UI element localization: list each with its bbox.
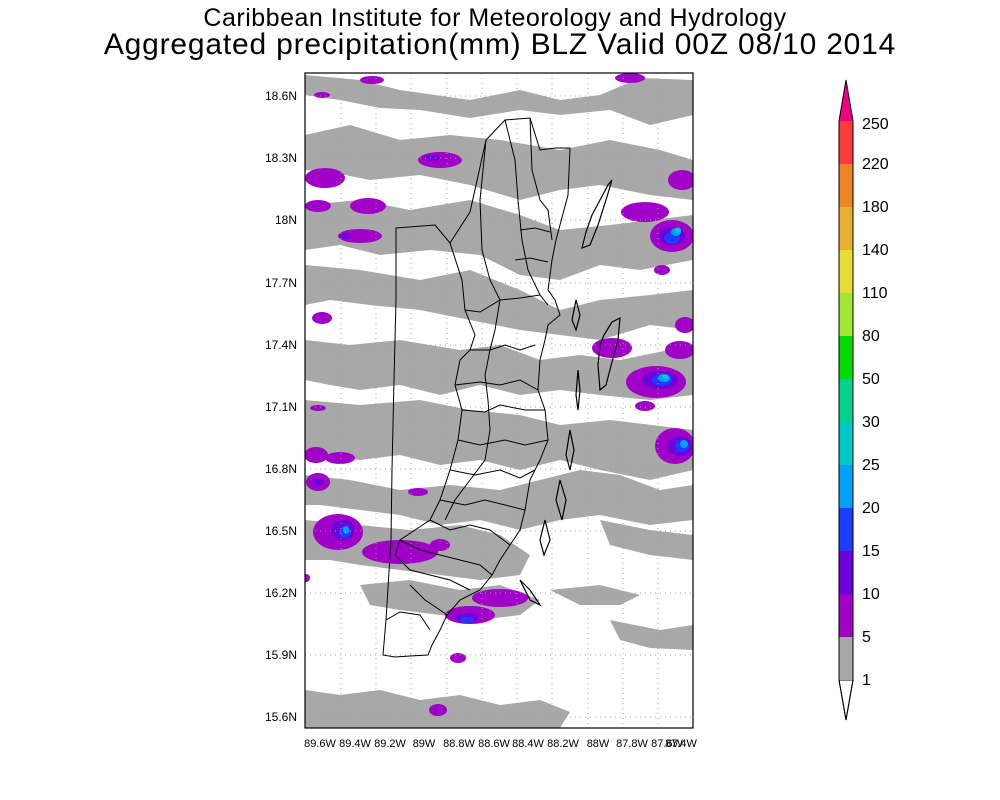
colorbar-label: 180: [862, 199, 889, 216]
colorbar-label: 20: [862, 500, 880, 517]
colorbar-swatch: [839, 164, 853, 207]
colorbar-label: 10: [862, 586, 880, 603]
colorbar-swatch: [839, 594, 853, 637]
colorbar-label: 30: [862, 414, 880, 431]
colorbar-swatch: [839, 336, 853, 379]
lat-label: 17.4N: [265, 338, 297, 352]
lat-label: 16.8N: [265, 462, 297, 476]
colorbar-swatch: [839, 422, 853, 465]
lat-label: 17.7N: [265, 276, 297, 290]
colorbar-label: 25: [862, 457, 880, 474]
map-frame: [304, 72, 694, 729]
lon-label: 89.4W: [339, 738, 371, 750]
boundary-lines: [382, 117, 571, 658]
lat-label: 18N: [275, 213, 297, 227]
colorbar-swatch: [839, 379, 853, 422]
lon-label: 88.6W: [478, 738, 510, 750]
colorbar-swatch: [839, 121, 853, 164]
lon-label: 87.8W: [616, 738, 648, 750]
latitude-labels: 18.6N 18.3N 18N 17.7N 17.4N 17.1N 16.8N …: [265, 89, 297, 724]
lat-label: 16.2N: [265, 586, 297, 600]
lon-label: 88W: [587, 738, 610, 750]
map-title: Aggregated precipitation(mm) BLZ Valid 0…: [103, 28, 897, 61]
colorbar: [838, 79, 854, 721]
lat-label: 18.3N: [265, 151, 297, 165]
precip-25mm-areas: [662, 227, 681, 379]
colorbar-swatch: [839, 551, 853, 594]
colorbar-label: 80: [862, 328, 880, 345]
colorbar-swatch: [839, 207, 853, 250]
colorbar-label: 220: [862, 156, 889, 173]
colorbar-swatch: [839, 293, 853, 336]
colorbar-label: 1: [862, 672, 871, 689]
lon-label: 88.4W: [512, 738, 544, 750]
belize-border: [382, 117, 571, 658]
lon-label: 87.6W: [651, 738, 683, 750]
map-gridlines: [305, 73, 693, 728]
colorbar-label: 15: [862, 543, 880, 560]
colorbar-label: 110: [862, 285, 888, 302]
lon-label: 87.4W: [665, 738, 697, 750]
cayes: [519, 179, 621, 607]
colorbar-swatch: [839, 637, 853, 680]
lon-label: 89.2W: [374, 738, 406, 750]
lon-label: 88.8W: [443, 738, 475, 750]
lat-label: 15.9N: [265, 648, 297, 662]
precipitation-field: [305, 73, 693, 728]
institute-title: Caribbean Institute for Meteorology and …: [203, 4, 787, 32]
colorbar-swatch: [839, 465, 853, 508]
colorbar-upper-arrow: [839, 80, 853, 121]
lat-label: 16.5N: [265, 524, 297, 538]
colorbar-labels: 1 5 10 15 20 25 30 50 80 110 140 180 220…: [862, 116, 889, 689]
lat-label: 15.6N: [265, 710, 297, 724]
colorbar-lower-arrow: [838, 679, 854, 721]
colorbar-label: 140: [862, 242, 889, 259]
colorbar-label: 50: [862, 371, 880, 388]
colorbar-label: 5: [862, 629, 871, 646]
colorbar-swatch: [839, 508, 853, 551]
lon-label: 88.2W: [547, 738, 579, 750]
colorbar-label: 250: [862, 116, 889, 133]
lon-label: 89.6W: [304, 738, 336, 750]
precip-1mm-areas: [305, 75, 693, 728]
lat-label: 18.6N: [265, 89, 297, 103]
lat-label: 17.1N: [265, 400, 297, 414]
colorbar-swatch: [839, 250, 853, 293]
longitude-labels: 89.6W 89.4W 89.2W 89W 88.8W 88.6W 88.4W …: [304, 738, 697, 750]
lon-label: 89W: [413, 738, 436, 750]
